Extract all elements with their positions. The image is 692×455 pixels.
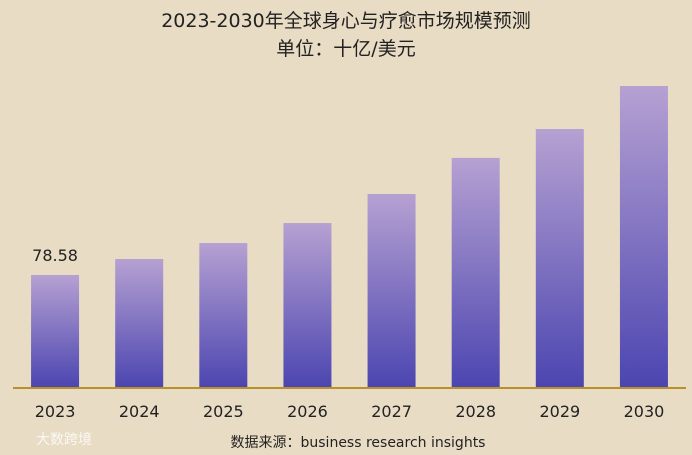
x-tick-label: 2029: [539, 402, 580, 421]
x-tick-label: 2027: [371, 402, 412, 421]
watermark: 大数跨境: [36, 432, 92, 448]
bar: [283, 223, 332, 388]
x-tick-label: 2026: [287, 402, 328, 421]
bar: [619, 86, 668, 388]
bar: [367, 194, 416, 388]
x-tick-label: 2028: [455, 402, 496, 421]
bar: [115, 259, 164, 388]
x-tick-label: 2025: [203, 402, 244, 421]
bar: [535, 128, 584, 388]
x-tick-label: 2024: [119, 402, 160, 421]
source: 数据来源：business research insights: [231, 435, 486, 451]
bar: [199, 243, 248, 388]
value-label: 78.58: [32, 246, 78, 265]
bar: [31, 274, 80, 388]
x-tick-label: 2030: [624, 402, 665, 421]
x-tick-label: 2023: [35, 402, 76, 421]
chart-title: 2023-2030年全球身心与疗愈市场规模预测: [161, 10, 531, 32]
chart-subtitle: 单位：十亿/美元: [276, 38, 415, 60]
bar: [451, 157, 500, 388]
